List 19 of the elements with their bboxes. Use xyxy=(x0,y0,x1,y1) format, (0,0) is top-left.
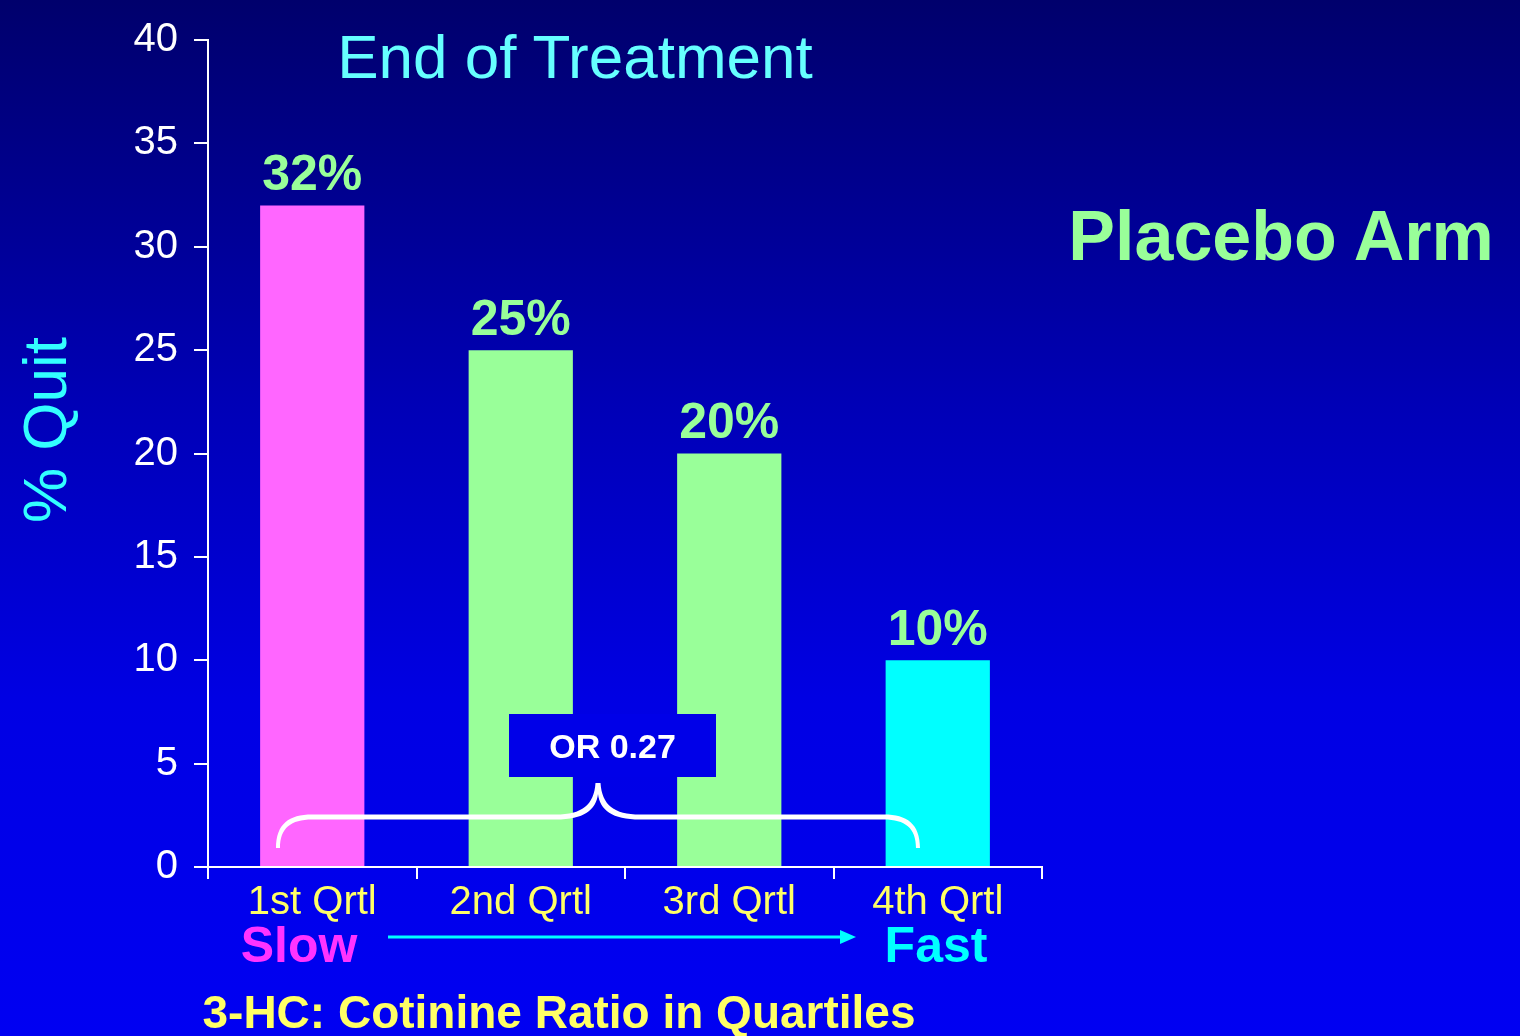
y-tick-label: 20 xyxy=(133,428,178,473)
y-tick-label: 5 xyxy=(155,738,178,783)
data-label: 10% xyxy=(887,600,988,657)
y-axis-title: % Quit xyxy=(10,336,79,524)
y-tick-label: 35 xyxy=(133,118,178,163)
y-tick-label: 0 xyxy=(155,842,178,887)
y-tick-label: 10 xyxy=(133,635,178,680)
y-tick-label: 40 xyxy=(133,15,178,60)
text: Placebo Arm xyxy=(1068,197,1494,275)
y-tick-label: 25 xyxy=(133,325,178,370)
data-label: 25% xyxy=(470,289,571,346)
x-tick-label: 2nd Qrtl xyxy=(449,878,592,923)
data-label: 20% xyxy=(679,393,780,450)
chart-title: End of Treatment xyxy=(337,22,813,91)
data-label: 32% xyxy=(262,145,363,202)
x-tick-label: 3rd Qrtl xyxy=(662,878,796,923)
y-tick-label: 30 xyxy=(133,221,178,266)
annotation: OR 0.27 xyxy=(549,726,676,765)
y-tick-label: 15 xyxy=(133,531,178,576)
